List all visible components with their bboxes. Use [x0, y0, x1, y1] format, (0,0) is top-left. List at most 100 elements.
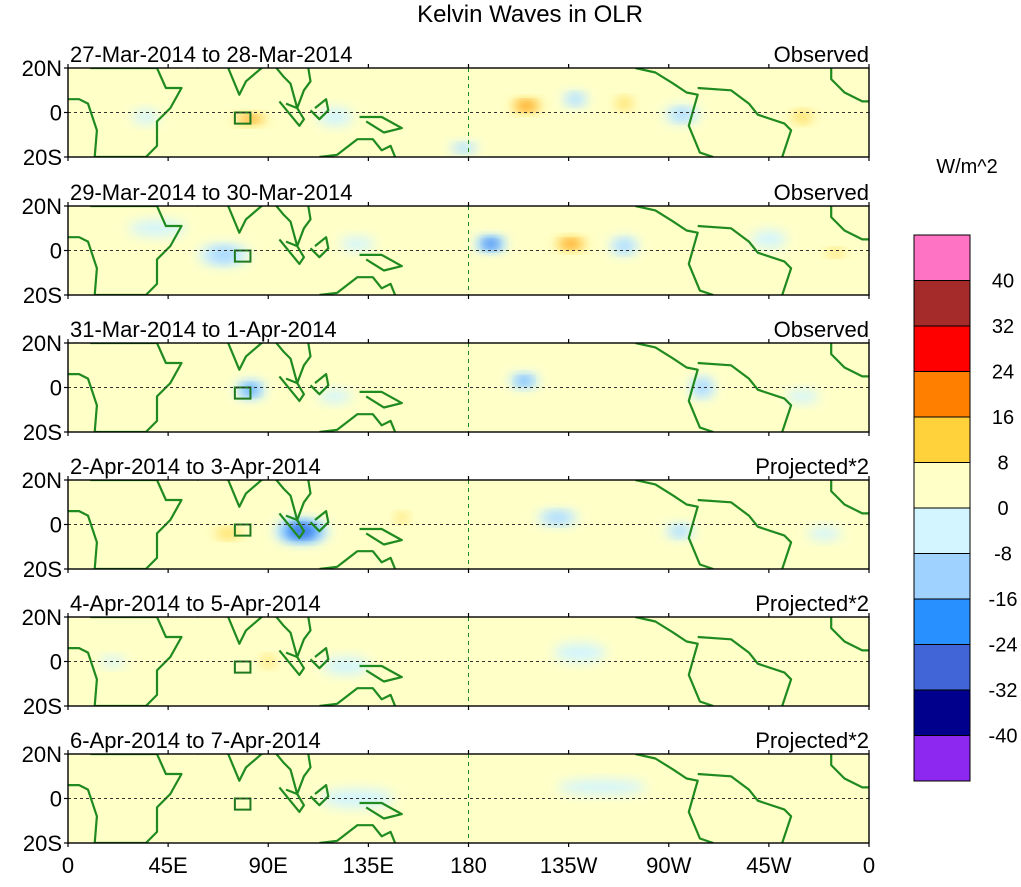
coastlines — [68, 754, 869, 843]
coastline — [197, 480, 312, 522]
coastline — [278, 238, 305, 265]
y-tick-label: 20S — [23, 694, 62, 719]
anomaly-blob — [485, 241, 497, 247]
coastlines — [68, 343, 869, 432]
y-tick-label: 20N — [22, 331, 62, 356]
x-tick-label: 45E — [149, 853, 188, 878]
y-tick-label: 0 — [50, 239, 62, 264]
anomaly-blob — [826, 249, 845, 257]
panel-label: Observed — [774, 317, 869, 342]
coastline — [68, 617, 183, 706]
coastline — [697, 224, 793, 295]
coastline — [68, 68, 183, 157]
y-tick-label: 20S — [23, 283, 62, 308]
coastline — [197, 617, 312, 659]
colorbar-label: -24 — [989, 635, 1018, 657]
coastline — [830, 480, 869, 515]
anomaly-blob — [517, 102, 536, 110]
colorbar-label: 32 — [992, 316, 1014, 338]
coastlines — [68, 617, 869, 706]
anomaly-blob — [168, 80, 235, 100]
anomaly-blob — [671, 109, 693, 120]
x-tick-label: 90E — [249, 853, 288, 878]
anomaly-blob — [751, 230, 787, 249]
coastlines — [68, 206, 869, 295]
anomaly-blob — [543, 512, 572, 523]
coastline — [309, 783, 330, 807]
anomaly-blob — [208, 248, 240, 262]
map-panel-2: 20N 0 20S 29-Mar-2014 to 30-Mar-2014 Observe… — [22, 180, 870, 308]
y-tick-label: 20S — [23, 557, 62, 582]
coastline — [635, 617, 714, 706]
anomaly-blob — [132, 110, 160, 124]
coastline — [830, 68, 869, 103]
coastline — [830, 754, 869, 789]
map-panel-6: 20N 0 20S 6-Apr-2014 to 7-Apr-2014 Projected… — [22, 728, 870, 856]
y-tick-label: 0 — [50, 787, 62, 812]
y-tick-label: 20N — [22, 194, 62, 219]
coastline — [635, 206, 714, 295]
coastline — [278, 375, 305, 402]
anomaly-blob — [518, 377, 531, 384]
coastline — [197, 68, 312, 110]
colorbar-swatch — [913, 234, 971, 281]
y-tick-label: 20S — [23, 145, 62, 170]
coastline — [309, 98, 330, 121]
coastline — [359, 801, 403, 820]
map-panel-1: 20N 0 20S 27-Mar-2014 to 28-Mar-2014 Observe… — [22, 42, 870, 170]
map-panels: 20N 0 20S 27-Mar-2014 to 28-Mar-2014 Observe… — [22, 42, 870, 856]
colorbar-swatch — [913, 325, 971, 372]
x-tick-label: 0 — [62, 853, 74, 878]
anomaly-blob — [693, 380, 711, 395]
panel-label: Observed — [774, 42, 869, 67]
y-tick-label: 20N — [22, 742, 62, 767]
coastline — [309, 373, 330, 396]
anomaly-blob — [178, 674, 225, 685]
anomaly-blob — [93, 768, 132, 784]
coastline — [830, 206, 869, 241]
colorbar-label: 24 — [992, 362, 1014, 384]
y-tick-label: 0 — [50, 376, 62, 401]
x-tick-label: 135E — [343, 853, 394, 878]
anomaly-blob — [567, 94, 584, 104]
anomaly-blob — [561, 240, 581, 248]
anomaly-blob — [395, 513, 408, 522]
coastline — [319, 276, 397, 295]
colorbar-swatch — [913, 553, 971, 600]
anomaly-blob — [128, 220, 186, 237]
y-tick-label: 20S — [23, 831, 62, 856]
colorbar-label: -32 — [989, 680, 1018, 702]
x-tick-label: 180 — [450, 853, 487, 878]
coastline — [319, 550, 397, 569]
coastline — [319, 413, 397, 432]
coastline — [359, 527, 403, 546]
anomaly-blob — [339, 236, 375, 251]
anomaly-blob — [339, 495, 375, 510]
y-tick-label: 20S — [23, 420, 62, 445]
y-tick-label: 0 — [50, 101, 62, 126]
panel-date: 31-Mar-2014 to 1-Apr-2014 — [70, 317, 337, 342]
panel-label: Projected*2 — [755, 728, 869, 753]
coastline — [309, 236, 330, 259]
colorbar-units: W/m^2 — [936, 156, 998, 178]
colorbar-label: 16 — [992, 407, 1014, 429]
panel-date: 29-Mar-2014 to 30-Mar-2014 — [70, 180, 352, 205]
coastline — [635, 68, 714, 157]
olr-anomaly-field — [132, 77, 818, 154]
colorbar-label: 0 — [997, 498, 1008, 520]
panel-date: 27-Mar-2014 to 28-Mar-2014 — [70, 42, 352, 67]
coastline — [278, 786, 305, 814]
colorbar-label: -40 — [989, 726, 1018, 748]
map-panel-4: 20N 0 20S 2-Apr-2014 to 3-Apr-2014 Projected… — [22, 454, 870, 582]
coastline — [197, 343, 312, 385]
y-tick-label: 20N — [22, 468, 62, 493]
coastline — [278, 100, 305, 127]
x-tick-label: 45W — [746, 853, 791, 878]
coastline — [68, 343, 183, 432]
coastline — [278, 512, 305, 540]
panel-label: Projected*2 — [755, 591, 869, 616]
coastline — [68, 754, 183, 843]
coastline — [697, 772, 793, 843]
colorbar-swatch — [913, 735, 971, 782]
anomaly-blob — [582, 358, 622, 372]
